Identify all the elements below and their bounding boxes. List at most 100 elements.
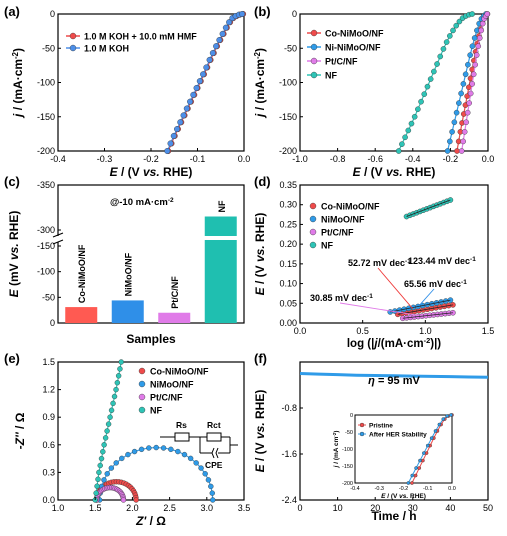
panel-f-inset-point [445, 414, 449, 418]
panel-b-point [402, 134, 408, 141]
panel-e-circuit-rct [206, 432, 222, 442]
panel-d-ylabel-part: / (V [253, 262, 267, 287]
panel-d-annotation-arrow [339, 302, 420, 316]
panel-b-point [405, 127, 412, 134]
panel-e-xlabel: Z' / Ω [135, 514, 166, 528]
panel-f-inset-point [433, 429, 438, 433]
panel-b-point [458, 148, 465, 154]
panel-b-point [460, 138, 466, 145]
panel-e-point [97, 462, 103, 469]
panel-b-point [418, 98, 424, 105]
panel-b-point [472, 61, 479, 68]
panel-e-point [95, 476, 101, 482]
panel-f-inset-x-ticklabel: -0.1 [423, 486, 432, 492]
panel-a-x-ticklabel: 0.0 [238, 154, 251, 164]
panel-b-point [411, 113, 418, 120]
panel-d-legend-marker [309, 241, 317, 249]
panel-e-point [110, 400, 116, 407]
panel-e-circuit-cpe [211, 447, 219, 459]
panel-f-inset-xlabel: E / (V vs. RHE) [381, 493, 426, 500]
panel-e-point [96, 469, 102, 476]
panel-a-point [177, 119, 184, 126]
panel-c-bar [158, 312, 191, 323]
panel-a-xlabel-part: / (V [118, 165, 143, 179]
panel-f-inset-point [425, 443, 430, 448]
panel-b-legend-label: Ni-NiMoO/NF [325, 43, 381, 53]
panel-b-point [431, 68, 437, 75]
panel-f-inset-ylabel-part: j [333, 465, 340, 468]
panel-b-point [395, 148, 402, 154]
panel-e-legend-label: NF [150, 406, 162, 416]
panel-a-point [226, 19, 233, 26]
panel-a-point [203, 64, 210, 71]
panel-a-point [164, 147, 171, 154]
panel-c-ylabel-part: RHE) [7, 211, 21, 244]
panel-f-inset-legend-marker [359, 431, 365, 437]
panel-a-point [216, 37, 223, 44]
panel-b-x-ticklabel: -0.6 [367, 154, 383, 164]
panel-f-inset-point [414, 466, 418, 470]
panel-b-xlabel: E / (V vs. RHE) [353, 165, 436, 179]
panel-a-xlabel: E / (V vs. RHE) [110, 165, 193, 179]
panel-d-x-ticklabel: 0.5 [356, 326, 369, 336]
panel-c-axis-break-mark [52, 239, 64, 245]
panel-e-y-ticklabel: 1.2 [42, 385, 55, 395]
panel-c-frame [57, 184, 245, 324]
panel-f-inset-xlabel-part: / (V [385, 493, 399, 500]
panel-e-y-ticklabel: 0.3 [42, 467, 55, 477]
panel-b-point [467, 52, 473, 58]
panel-a-point [213, 43, 220, 50]
panel-f-inset-ylabel-part: ) [333, 431, 340, 433]
panel-b-point [453, 109, 460, 116]
panel-a-point [222, 24, 229, 31]
panel-e-point [160, 445, 167, 451]
panel-f-inset-frame [354, 414, 453, 484]
panel-d-y-ticklabel: 0.15 [279, 259, 297, 269]
panel-d-xlabel-part: log (| [347, 338, 375, 350]
panel-a-ylabel-part: / (mA·cm [11, 59, 25, 114]
panel-e-point [208, 483, 214, 490]
panel-d-ylabel-part: E [253, 286, 267, 295]
panel-label: (e) [4, 351, 20, 366]
panel-b-point [415, 106, 421, 113]
panel-b-point [450, 27, 456, 34]
panel-d-legend-label: Co-NiMoO/NF [321, 202, 380, 212]
panel-e-point [187, 455, 194, 462]
panel-label: (f) [254, 351, 267, 366]
panel-b-point [434, 61, 440, 67]
panel-e-point [101, 477, 107, 483]
panel-d-legend-marker [309, 215, 317, 223]
panel-b-x-ticklabel: -0.8 [330, 154, 346, 164]
panel-e-point [198, 465, 204, 471]
panel-f-inset-point [410, 481, 414, 485]
panel-e-xlabel-part: Z' [135, 514, 147, 528]
panel-c-xlabel: Samples [126, 332, 176, 346]
panel-a-xlabel-part: vs. [143, 165, 160, 179]
panel-a-x-ticklabel: -0.4 [50, 154, 66, 164]
panel-e-ylabel: -Z'' / Ω [13, 412, 27, 449]
panel-b-point [421, 91, 428, 97]
panel-b-legend-label: Co-NiMoO/NF [325, 29, 384, 39]
panel-e-point [209, 490, 215, 496]
panel-d-y-ticklabel: 0.30 [279, 200, 297, 210]
panel-d-fit-line [397, 304, 453, 315]
panel-e-frame [57, 361, 245, 501]
panel-c-bar-label: Pt/C/NF [170, 276, 180, 309]
panel-label: (b) [254, 4, 271, 19]
panel-e-point [104, 428, 110, 434]
panel-e-legend-marker [138, 367, 146, 375]
panel-f-eta-label: η = 95 mV [368, 375, 420, 387]
panel-f-ylabel-part: / (V [253, 439, 267, 464]
panel-c-ylabel-part: E [7, 288, 21, 297]
panel-d-slope-annotation: 123.44 mV dec-1 [408, 256, 476, 267]
panel-e-legend-label: Pt/C/NF [150, 393, 183, 403]
panel-d-y-ticklabel: 0.25 [279, 219, 297, 229]
panel-d-annotation-arrow [377, 267, 414, 310]
panel-b-point [475, 43, 482, 49]
panel-b-point [454, 148, 460, 154]
panel-a-y-ticklabel: -150 [37, 112, 55, 122]
panel-d-annotation-arrow [418, 288, 435, 306]
panel-a-point [219, 30, 226, 37]
panel-a-legend-label: 1.0 M KOH [84, 44, 129, 54]
panel-a-point [193, 84, 200, 91]
